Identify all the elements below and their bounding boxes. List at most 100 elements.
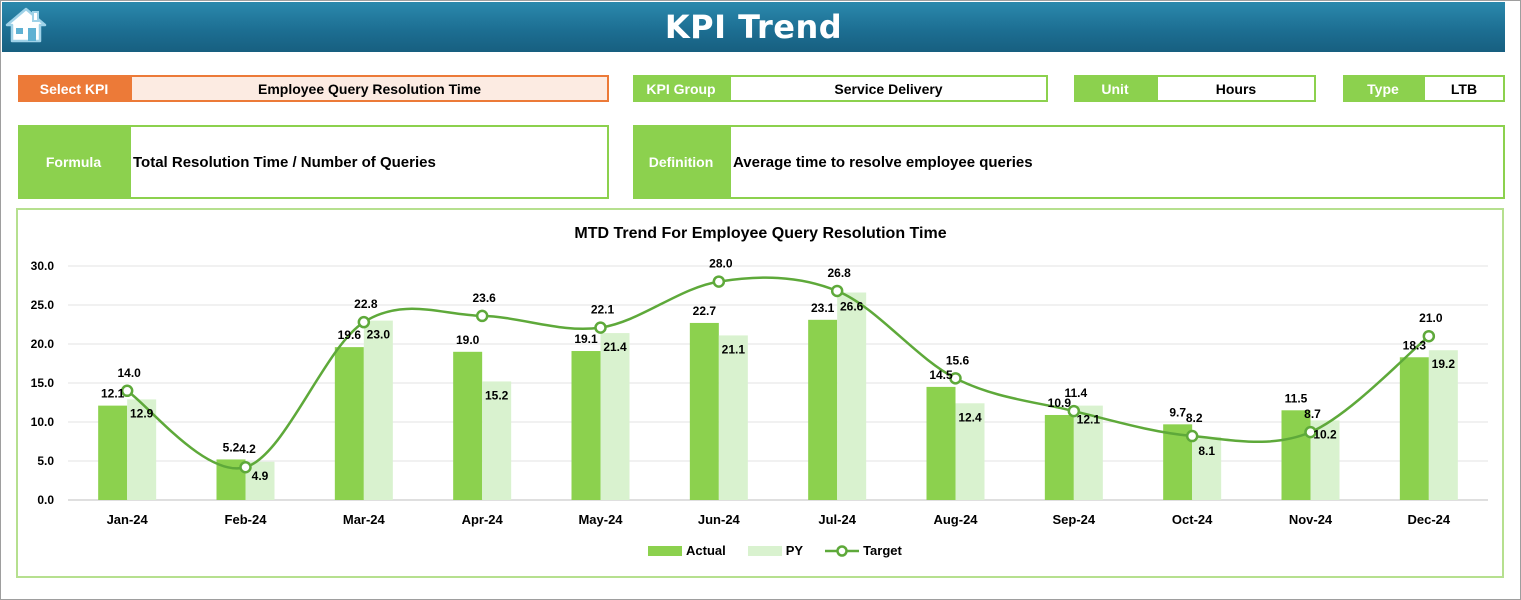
py-data-label: 19.2 (1432, 357, 1456, 371)
unit-label: Unit (1074, 75, 1156, 102)
y-tick-label: 0.0 (37, 493, 54, 507)
definition-field: Definition Average time to resolve emplo… (633, 125, 1505, 199)
target-point (712, 275, 726, 288)
py-data-label: 12.4 (958, 410, 982, 424)
actual-data-label: 10.9 (1048, 396, 1072, 410)
home-icon[interactable] (4, 6, 48, 44)
x-tick-label: Jan-24 (107, 512, 149, 527)
select-kpi-label: Select KPI (18, 75, 130, 102)
py-data-label: 26.6 (840, 300, 864, 314)
target-line (126, 276, 1430, 470)
bar-py (127, 399, 157, 500)
legend-label-actual: Actual (686, 543, 726, 558)
actual-data-label: 19.0 (456, 333, 480, 347)
target-point (949, 372, 962, 385)
x-tick-label: May-24 (578, 512, 623, 527)
select-kpi-dropdown[interactable]: Employee Query Resolution Time (130, 75, 609, 102)
kpi-group-field: KPI Group Service Delivery (633, 75, 1048, 102)
formula-value: Total Resolution Time / Number of Querie… (129, 125, 609, 199)
target-point (475, 309, 489, 323)
chart-title: MTD Trend For Employee Query Resolution … (574, 225, 947, 242)
y-tick-label: 25.0 (31, 298, 55, 312)
bar-actual (1281, 410, 1311, 500)
target-data-label: 28.0 (709, 257, 733, 271)
bar-py (1192, 436, 1222, 500)
header-banner: KPI Trend (2, 2, 1505, 52)
bar-actual (1044, 414, 1074, 500)
target-data-label: 21.0 (1419, 311, 1443, 325)
x-tick-label: Dec-24 (1408, 512, 1451, 527)
unit-field: Unit Hours (1074, 75, 1316, 102)
target-data-label: 22.1 (591, 303, 615, 317)
target-point (1422, 329, 1436, 343)
target-point (239, 460, 252, 474)
py-data-label: 21.4 (603, 340, 627, 354)
definition-label: Definition (633, 125, 729, 199)
py-data-label: 10.2 (1313, 427, 1337, 441)
bar-actual (926, 386, 956, 500)
bar-py (1073, 405, 1103, 500)
bar-py (1428, 350, 1458, 500)
actual-data-label: 11.5 (1285, 391, 1308, 405)
py-data-label: 12.9 (130, 406, 154, 420)
target-data-label: 11.4 (1064, 386, 1087, 400)
actual-data-label: 9.7 (1169, 405, 1186, 419)
y-tick-label: 15.0 (31, 376, 55, 390)
actual-data-label: 18.3 (1403, 338, 1427, 352)
bar-py (955, 403, 985, 500)
kpi-group-label: KPI Group (633, 75, 729, 102)
formula-field: Formula Total Resolution Time / Number o… (18, 125, 609, 199)
target-point (357, 315, 371, 329)
target-data-label: 14.0 (117, 366, 141, 380)
legend-label-target: Target (863, 543, 902, 558)
actual-data-label: 14.5 (929, 368, 953, 382)
bar-actual (334, 347, 364, 500)
target-data-label: 26.8 (827, 266, 851, 280)
bar-py (482, 381, 512, 500)
x-tick-label: Apr-24 (462, 512, 504, 527)
y-tick-label: 20.0 (31, 337, 55, 351)
py-data-label: 15.2 (485, 388, 509, 402)
x-tick-label: Sep-24 (1053, 512, 1096, 527)
bar-actual (1399, 357, 1429, 500)
target-data-label: 22.8 (354, 297, 378, 311)
chart-legend: Actual PY Target (648, 543, 924, 558)
py-data-label: 23.0 (367, 328, 391, 342)
kpi-group-value: Service Delivery (729, 75, 1048, 102)
page-title: KPI Trend (664, 8, 843, 46)
x-tick-label: Nov-24 (1289, 512, 1333, 527)
target-point (1067, 404, 1081, 418)
py-data-label: 21.1 (722, 342, 746, 356)
actual-data-label: 22.7 (693, 304, 717, 318)
bar-actual (808, 319, 838, 500)
target-point (120, 384, 134, 398)
y-tick-label: 30.0 (31, 259, 55, 273)
py-data-label: 4.9 (252, 469, 269, 483)
bar-py (718, 335, 748, 500)
legend-item-target: Target (825, 543, 902, 558)
select-kpi-field: Select KPI Employee Query Resolution Tim… (18, 75, 609, 102)
actual-data-label: 19.6 (338, 328, 362, 342)
target-point (594, 321, 607, 334)
actual-data-label: 23.1 (811, 301, 835, 315)
target-point (1185, 429, 1199, 443)
py-data-label: 8.1 (1198, 444, 1215, 458)
actual-data-label: 12.1 (101, 387, 125, 401)
actual-data-label: 5.2 (223, 440, 240, 454)
target-point (1304, 425, 1317, 439)
formula-label: Formula (18, 125, 129, 199)
bar-actual (689, 322, 719, 500)
target-data-label: 8.7 (1304, 407, 1321, 421)
x-tick-label: Oct-24 (1172, 512, 1213, 527)
legend-item-py: PY (747, 543, 804, 558)
bar-actual (571, 351, 601, 500)
legend-swatch-py (747, 545, 782, 556)
target-point (830, 284, 844, 298)
target-data-label: 15.6 (946, 353, 970, 367)
y-tick-label: 5.0 (37, 454, 54, 468)
target-data-label: 23.6 (472, 291, 496, 305)
legend-label-py: PY (785, 543, 804, 558)
bar-py (363, 320, 393, 500)
x-tick-label: Mar-24 (343, 512, 386, 527)
